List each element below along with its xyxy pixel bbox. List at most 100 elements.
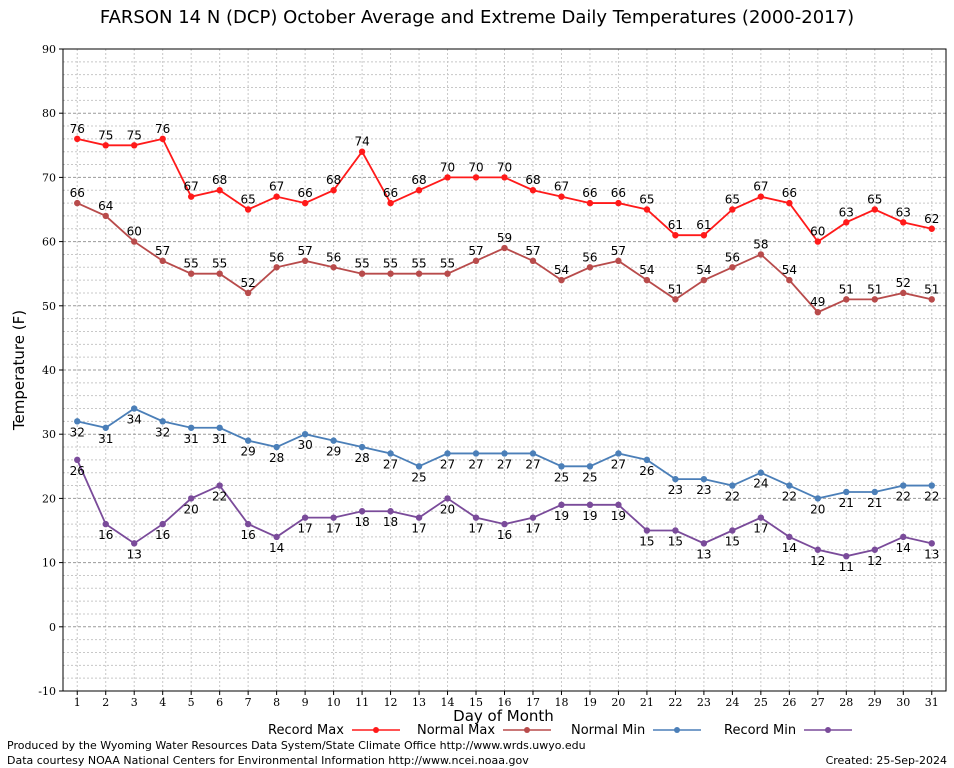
data-label-normal-min: 28 — [269, 451, 284, 465]
x-tick-label: 10 — [327, 696, 341, 709]
data-label-normal-min: 20 — [810, 502, 825, 516]
data-label-record-max: 65 — [639, 193, 654, 207]
data-point-normal-min — [871, 488, 878, 496]
data-label-normal-min: 22 — [896, 490, 911, 504]
data-label-record-max: 66 — [782, 186, 797, 200]
x-tick-label: 15 — [469, 696, 483, 709]
data-point-record-min — [643, 527, 651, 534]
data-point-normal-max — [472, 257, 480, 265]
data-point-record-max — [615, 199, 622, 207]
data-point-record-max — [187, 193, 195, 200]
data-label-normal-max: 60 — [127, 225, 142, 239]
data-label-record-min: 15 — [639, 535, 654, 549]
data-point-record-max — [131, 142, 138, 149]
y-axis-label: Temperature (F) — [10, 310, 28, 431]
y-axis-ticks: -10 0 10 20 30 40 50 60 70 80 90 — [38, 43, 63, 698]
data-point-record-max — [358, 148, 366, 155]
data-point-normal-min — [843, 488, 850, 496]
data-point-normal-min — [472, 450, 480, 457]
data-label-record-min: 13 — [696, 547, 711, 561]
data-label-normal-max: 51 — [839, 282, 854, 296]
data-label-normal-min: 27 — [440, 457, 455, 471]
data-point-normal-min — [216, 424, 223, 431]
data-point-normal-min — [786, 482, 793, 489]
data-point-normal-max — [615, 257, 622, 265]
data-label-record-max: 66 — [383, 186, 398, 200]
data-label-record-min: 20 — [184, 502, 199, 516]
data-point-normal-max — [871, 296, 878, 303]
y-tick-label: 90 — [42, 43, 56, 56]
data-point-record-min — [273, 533, 280, 541]
data-point-normal-min — [672, 475, 679, 483]
data-label-record-max: 67 — [269, 180, 284, 194]
data-point-record-max — [729, 206, 736, 213]
data-label-normal-min: 34 — [127, 413, 142, 427]
data-label-record-min: 16 — [155, 528, 170, 542]
data-point-record-max — [501, 174, 508, 181]
data-label-normal-min: 32 — [155, 425, 170, 439]
data-point-record-min — [387, 508, 394, 515]
data-label-normal-min: 32 — [70, 425, 85, 439]
x-tick-label: 20 — [611, 696, 625, 709]
data-label-normal-max: 54 — [554, 263, 569, 277]
data-label-normal-max: 52 — [896, 276, 911, 290]
data-point-record-max — [415, 187, 423, 194]
x-tick-label: 18 — [554, 696, 568, 709]
data-point-normal-min — [700, 475, 708, 483]
data-point-record-max — [244, 206, 252, 213]
data-label-record-max: 76 — [155, 122, 170, 136]
data-point-record-max — [871, 206, 878, 213]
data-point-record-min — [786, 533, 793, 541]
data-point-record-min — [131, 540, 138, 547]
data-point-normal-max — [216, 270, 223, 277]
legend-normal-min: Normal Min — [571, 722, 703, 738]
data-point-normal-min — [330, 437, 337, 444]
data-label-normal-min: 30 — [297, 438, 312, 452]
y-tick-label: 70 — [42, 171, 56, 184]
data-label-normal-min: 29 — [326, 445, 341, 459]
data-point-normal-min — [187, 424, 195, 431]
data-point-normal-min — [529, 450, 537, 457]
data-point-record-max — [786, 199, 793, 207]
data-label-record-min: 12 — [810, 554, 825, 568]
data-label-record-min: 15 — [668, 535, 683, 549]
series-record-min: 26 16 13 16 20 22 16 14 17 17 18 18 17 20 17 16 17 19 19 19… — [70, 456, 939, 574]
x-tick-label: 9 — [302, 696, 309, 709]
data-label-normal-max: 54 — [782, 263, 797, 277]
x-tick-label: 27 — [811, 696, 825, 709]
data-point-normal-min — [74, 418, 81, 425]
data-point-record-min — [187, 495, 195, 502]
data-point-normal-min — [558, 463, 565, 470]
data-label-record-max: 65 — [241, 193, 256, 207]
data-point-normal-min — [586, 463, 594, 470]
data-label-normal-max: 66 — [70, 186, 85, 200]
data-label-normal-max: 55 — [354, 257, 369, 271]
x-axis-ticks: 1 2 3 4 5 6 7 8 9 10 11 12 13 14 15 16 17 18 19 20 21 22 23 24 2… — [74, 691, 939, 709]
data-label-record-min: 18 — [354, 515, 369, 529]
y-tick-label: 10 — [42, 557, 56, 570]
data-point-record-min — [330, 514, 337, 521]
data-point-record-min — [216, 482, 223, 489]
data-label-normal-min: 27 — [611, 457, 626, 471]
x-tick-label: 5 — [188, 696, 195, 709]
data-label-record-max: 60 — [810, 225, 825, 239]
data-label-normal-max: 56 — [326, 250, 341, 264]
data-label-record-min: 13 — [127, 547, 142, 561]
data-label-record-max: 66 — [297, 186, 312, 200]
x-tick-label: 1 — [74, 696, 81, 709]
data-label-record-min: 17 — [411, 522, 426, 536]
data-label-record-max: 68 — [525, 173, 540, 187]
data-label-normal-max: 55 — [411, 257, 426, 271]
y-tick-label: 30 — [42, 428, 56, 441]
data-label-normal-max: 57 — [611, 244, 626, 258]
y-tick-label: 0 — [49, 621, 56, 634]
data-label-record-min: 17 — [753, 522, 768, 536]
data-label-normal-min: 25 — [411, 470, 426, 484]
data-label-record-min: 17 — [468, 522, 483, 536]
data-label-record-min: 18 — [383, 515, 398, 529]
data-point-record-min — [415, 514, 423, 521]
data-point-normal-min — [387, 450, 394, 457]
data-point-record-min — [244, 520, 252, 528]
data-label-normal-max: 59 — [497, 231, 512, 245]
